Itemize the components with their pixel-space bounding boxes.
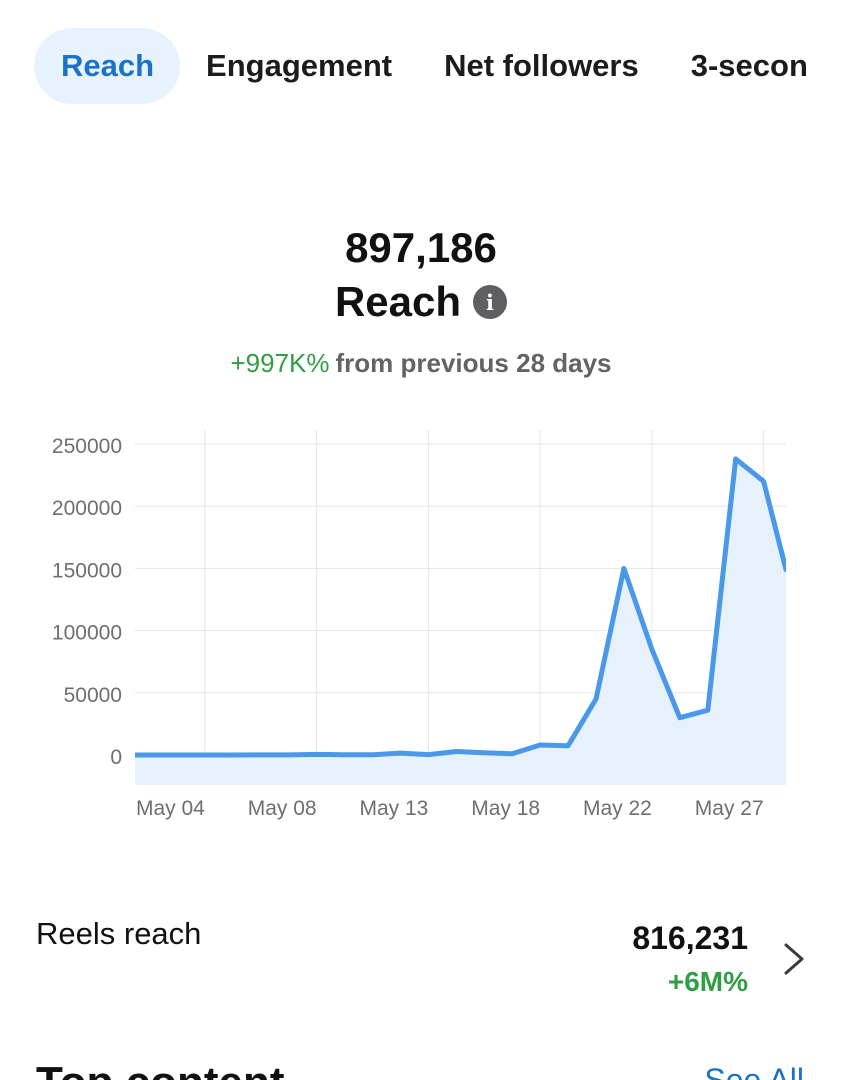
x-tick-label: May 27	[695, 797, 764, 820]
tab-engagement[interactable]: Engagement	[206, 48, 393, 83]
data-point	[455, 751, 457, 753]
info-icon[interactable]: i	[473, 285, 508, 319]
series-line	[135, 456, 786, 758]
change-description: from previous 28 days	[335, 348, 612, 378]
data-point	[785, 569, 786, 571]
data-point	[399, 752, 401, 754]
top-content-title: Top content	[36, 1058, 284, 1080]
data-point	[232, 754, 234, 756]
data-point	[679, 717, 681, 719]
y-tick-label: 100000	[52, 622, 122, 645]
metric-name: Reach	[334, 278, 462, 325]
reach-chart: 250000 200000 150000 100000 50000 0 May 04 May …	[52, 430, 812, 820]
data-point	[260, 754, 262, 756]
y-tick-label: 250000	[52, 435, 122, 458]
series-area	[135, 458, 786, 785]
reels-reach-row[interactable]: Reels reach 816,231 +6M%	[34, 906, 808, 1006]
data-point	[288, 754, 290, 756]
data-point	[735, 458, 737, 460]
tab-reach[interactable]: Reach	[34, 28, 181, 104]
chevron-right-icon	[784, 943, 804, 975]
change-summary: +997K% from previous 28 days	[0, 348, 842, 379]
data-point	[316, 753, 318, 755]
data-point	[567, 745, 569, 747]
data-point	[811, 730, 812, 731]
change-percent: +997K%	[230, 348, 330, 378]
reels-reach-label: Reels reach	[36, 916, 202, 951]
data-point	[763, 480, 765, 482]
x-tick-label: May 13	[359, 797, 428, 820]
reels-reach-value: 816,231	[632, 920, 748, 956]
data-point	[344, 754, 346, 756]
y-tick-label: 150000	[52, 559, 122, 582]
y-tick-label: 200000	[52, 497, 122, 520]
data-point	[148, 754, 150, 756]
y-tick-label: 0	[110, 746, 122, 769]
data-point	[623, 567, 625, 569]
x-tick-label: May 08	[248, 797, 317, 820]
see-all-link[interactable]: See All	[704, 1062, 804, 1080]
data-point	[371, 754, 373, 756]
reach-total: 897,186	[345, 224, 497, 271]
data-point	[595, 698, 597, 700]
metric-title-row: Reach i	[0, 278, 842, 326]
x-tick-label: May 18	[471, 797, 540, 820]
metric-tabs: Reach Engagement Net followers 3-second	[34, 28, 808, 104]
data-point	[707, 709, 709, 711]
data-point	[204, 754, 206, 756]
data-point	[539, 744, 541, 746]
data-point	[651, 648, 653, 650]
data-point	[511, 753, 513, 755]
tab-net-followers[interactable]: Net followers	[444, 48, 639, 83]
data-point	[427, 754, 429, 756]
y-tick-label: 50000	[64, 684, 122, 707]
x-tick-label: May 22	[583, 797, 652, 820]
x-tick-label: May 04	[136, 797, 205, 820]
reels-reach-change: +6M%	[667, 966, 748, 997]
data-point	[176, 754, 178, 756]
data-point	[135, 754, 136, 756]
data-point	[483, 752, 485, 754]
tab-three-second-views[interactable]: 3-second	[690, 48, 808, 83]
data-point	[799, 573, 800, 574]
